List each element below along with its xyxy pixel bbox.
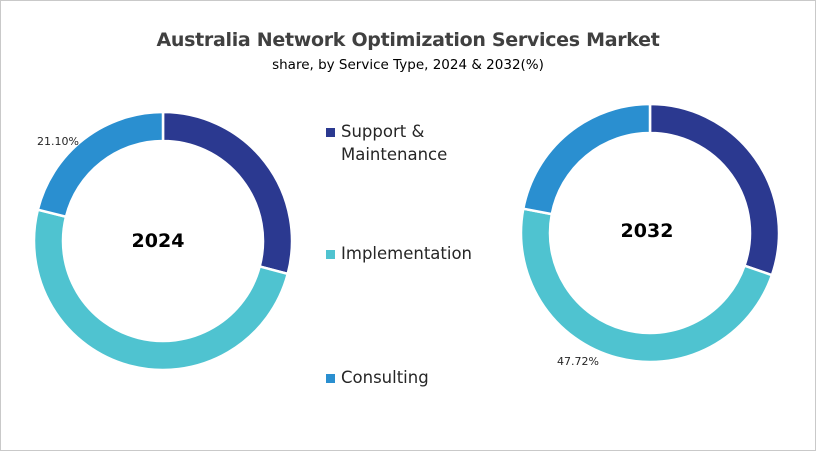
donut-center-label-2024: 2024 xyxy=(131,230,185,252)
donut-chart-2024 xyxy=(33,111,293,371)
legend-swatch-consulting xyxy=(326,374,335,383)
legend-label-consulting: Consulting xyxy=(341,368,429,387)
donut-segment-consulting-2032 xyxy=(521,103,652,216)
chart-subtitle: share, by Service Type, 2024 & 2032(%) xyxy=(272,57,544,73)
donut-segment-consulting-2024 xyxy=(36,111,165,219)
legend-swatch-implementation xyxy=(326,250,335,259)
legend-label-maintenance: Maintenance xyxy=(341,145,448,164)
legend-label-implementation: Implementation xyxy=(341,244,473,263)
donut-chart-2032 xyxy=(520,103,780,363)
data-label-implementation-2032: 47.72% xyxy=(557,355,599,368)
donut-segment-implementation-2024 xyxy=(33,208,290,371)
donut-center-label-2032: 2032 xyxy=(620,220,674,242)
donut-segment-implementation-2032 xyxy=(520,207,774,363)
chart-title: Australia Network Optimization Services … xyxy=(156,29,660,51)
legend-label-support: Support & xyxy=(341,122,425,141)
donut-segment-support-maintenance-2032 xyxy=(648,103,780,277)
data-label-consulting-2024: 21.10% xyxy=(37,135,79,148)
legend-swatch-support-maintenance xyxy=(326,128,335,137)
